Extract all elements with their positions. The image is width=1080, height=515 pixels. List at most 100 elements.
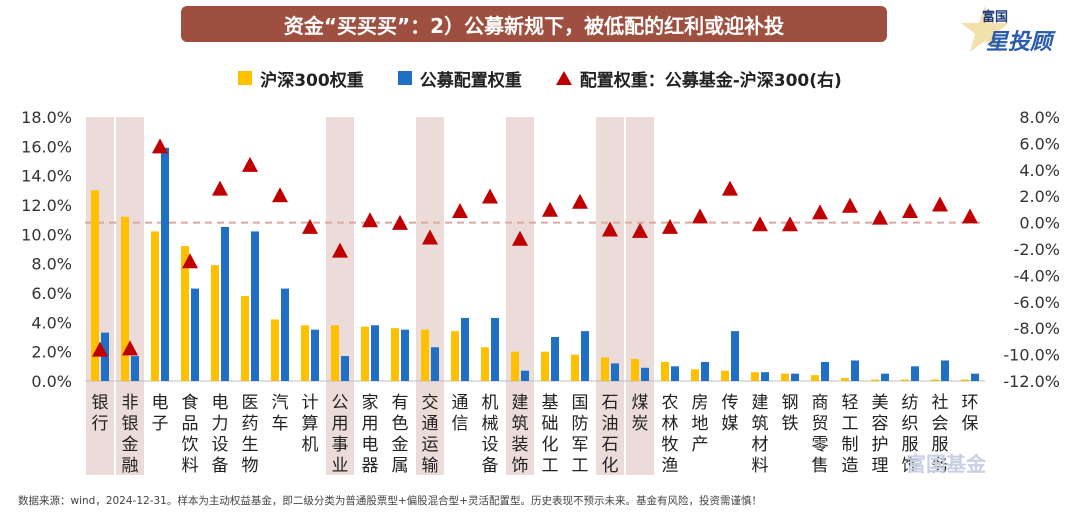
- x-tick-label-3-char: 饮: [182, 435, 199, 455]
- bar-hs300-22: [751, 372, 759, 381]
- bar-hs300-11: [421, 329, 429, 381]
- point-diff-4: [212, 180, 228, 196]
- bar-fund-22: [761, 372, 769, 381]
- x-tick-label-26-char: 护: [872, 435, 889, 455]
- bar-hs300-12: [451, 331, 459, 381]
- x-tick-label-8-char: 用: [332, 414, 349, 434]
- x-tick-label-20-char: 地: [692, 414, 709, 434]
- y-left-tick-label: 6.0%: [31, 284, 72, 303]
- bar-fund-2: [161, 147, 169, 381]
- bar-hs300-25: [841, 378, 849, 381]
- x-tick-label-22-char: 筑: [752, 414, 769, 434]
- bar-hs300-2: [151, 231, 159, 381]
- x-tick-label-28-char: 会: [932, 414, 949, 434]
- x-tick-label-10-char: 有: [392, 393, 409, 413]
- legend-label-fund: 公募配置权重: [419, 70, 522, 91]
- point-diff-27: [902, 203, 918, 219]
- x-tick-label-6-char: 汽: [272, 393, 289, 413]
- legend-label-hs300: 沪深300权重: [260, 70, 364, 91]
- y-left-tick-label: 10.0%: [21, 225, 72, 244]
- x-tick-label-26-char: 容: [872, 414, 889, 434]
- bar-fund-11: [431, 347, 439, 381]
- point-diff-7: [302, 218, 318, 234]
- point-diff-23: [782, 216, 798, 232]
- y-right-tick-label: -2.0%: [1014, 240, 1060, 259]
- x-tick-label-19-char: 渔: [662, 456, 679, 476]
- bar-hs300-20: [691, 369, 699, 381]
- x-tick-label-18-char: 煤: [632, 393, 649, 413]
- point-diff-9: [362, 212, 378, 228]
- x-tick-label-28-char: 服: [932, 435, 949, 455]
- bar-fund-29: [971, 373, 979, 381]
- bar-fund-9: [371, 325, 379, 381]
- x-tick-label-12-char: 信: [452, 414, 469, 434]
- x-tick-label-0-char: 行: [92, 414, 109, 434]
- x-tick-label-22-char: 建: [752, 393, 769, 413]
- bar-fund-21: [731, 331, 739, 381]
- y-right-tick-label: 4.0%: [1019, 161, 1060, 180]
- x-tick-label-1-char: 融: [122, 456, 139, 476]
- bar-fund-10: [401, 329, 409, 381]
- x-tick-label-29-char: 环: [962, 393, 979, 413]
- bar-hs300-3: [181, 246, 189, 381]
- x-tick-label-20-char: 房: [692, 393, 709, 413]
- y-left-tick-label: 18.0%: [21, 108, 72, 127]
- x-tick-label-4-char: 力: [212, 414, 229, 434]
- bar-hs300-5: [241, 295, 249, 381]
- bar-hs300-16: [571, 354, 579, 381]
- x-tick-label-24-char: 商: [812, 393, 829, 413]
- bar-fund-28: [941, 360, 949, 381]
- x-tick-label-13-char: 机: [482, 393, 499, 413]
- x-tick-label-16-char: 军: [572, 435, 589, 455]
- y-left-tick-label: 2.0%: [31, 343, 72, 362]
- point-diff-13: [482, 188, 498, 204]
- x-tick-label-14-char: 饰: [512, 456, 529, 476]
- point-diff-15: [542, 201, 558, 217]
- x-tick-label-6-char: 车: [272, 414, 289, 434]
- y-right-tick-label: 6.0%: [1019, 134, 1060, 153]
- point-diff-2: [152, 138, 168, 154]
- x-tick-label-16-char: 防: [572, 414, 589, 434]
- point-diff-26: [872, 209, 888, 225]
- bar-hs300-27: [901, 379, 909, 381]
- x-tick-label-25-char: 造: [842, 456, 859, 476]
- bar-fund-20: [701, 361, 709, 381]
- x-tick-label-8-char: 事: [332, 435, 349, 455]
- x-tick-label-9-char: 器: [362, 456, 379, 476]
- y-left-tick-label: 0.0%: [31, 372, 72, 391]
- x-tick-label-27-char: 纺: [902, 393, 919, 413]
- x-tick-label-19-char: 林: [662, 414, 679, 434]
- bar-fund-13: [491, 317, 499, 381]
- bar-fund-16: [581, 331, 589, 381]
- bar-hs300-29: [961, 379, 969, 381]
- legend-label-diff: 配置权重：公募基金-沪深300(右): [579, 70, 842, 91]
- x-tick-label-11-char: 通: [422, 414, 439, 434]
- legend-item-diff: 配置权重：公募基金-沪深300(右): [555, 66, 842, 91]
- bar-hs300-1: [121, 216, 129, 381]
- point-diff-5: [242, 156, 258, 172]
- x-tick-label-17-char: 油: [602, 414, 619, 434]
- x-tick-label-2-char: 电: [152, 393, 169, 413]
- x-tick-label-16-char: 工: [572, 456, 589, 476]
- x-tick-label-24-char: 售: [812, 456, 829, 476]
- star-icon: [961, 6, 1009, 52]
- x-tick-label-1-char: 银: [122, 414, 139, 434]
- x-tick-label-23-char: 钢: [782, 393, 799, 413]
- legend-item-hs300: 沪深300权重: [238, 66, 364, 91]
- x-tick-label-0-char: 银: [92, 393, 109, 413]
- x-tick-label-2-char: 子: [152, 414, 169, 434]
- bar-fund-17: [611, 363, 619, 381]
- point-diff-19: [662, 218, 678, 234]
- x-tick-label-4-char: 设: [212, 435, 229, 455]
- point-diff-22: [752, 216, 768, 232]
- y-right-tick-label: 8.0%: [1019, 108, 1060, 127]
- point-diff-25: [842, 197, 858, 213]
- y-right-tick-label: -12.0%: [1003, 372, 1060, 391]
- chart-legend: 沪深300权重 公募配置权重 配置权重：公募基金-沪深300(右): [0, 62, 1080, 94]
- x-tick-label-28-char: 社: [932, 393, 949, 413]
- y-right-tick-label: -6.0%: [1014, 293, 1060, 312]
- highlight-band-14: [506, 117, 534, 475]
- x-tick-label-16-char: 国: [572, 393, 589, 413]
- bar-hs300-8: [331, 325, 339, 381]
- bar-hs300-15: [541, 351, 549, 381]
